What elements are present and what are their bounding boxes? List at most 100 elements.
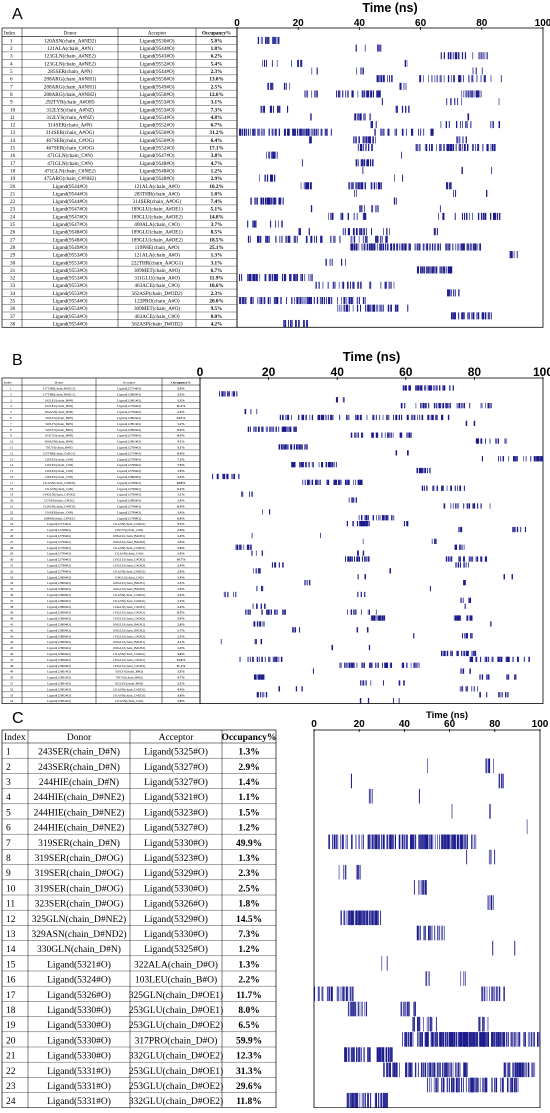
occupancy-mark [321,462,323,468]
table-cell-index: 21 [6,1052,16,1062]
occupancy-mark [348,414,350,421]
occupancy-mark [421,414,424,421]
table-cell-occupancy: 8.0% [238,1006,259,1016]
occupancy-mark [415,662,416,668]
occupancy-mark [392,414,394,421]
occupancy-mark [426,1016,428,1032]
occupancy-mark [378,1092,380,1108]
occupancy-mark [372,136,374,144]
occupancy-mark [465,121,467,129]
occupancy-mark [383,615,386,621]
occupancy-mark [355,497,357,503]
occupancy-row [260,105,410,113]
occupancy-mark [276,426,277,432]
table-cell-occupancy: 0.9% [177,451,184,455]
occupancy-mark [500,1032,502,1047]
occupancy-mark [444,385,446,391]
occupancy-mark [440,1032,442,1047]
occupancy-mark [538,456,540,462]
occupancy-mark [273,656,275,662]
occupancy-mark [276,274,278,282]
table-cell-donor: Ligand(12802#O) [47,693,71,697]
occupancy-mark [290,426,292,432]
occupancy-mark [423,75,424,83]
occupancy-mark [382,75,385,83]
occupancy-mark [251,532,253,539]
occupancy-mark [406,1032,408,1047]
table-cell-index: 15 [6,960,16,970]
occupancy-mark [483,212,485,220]
occupancy-mark [351,90,353,98]
table-cell-occupancy: 2.5% [238,884,259,894]
occupancy-mark [490,403,492,409]
occupancy-mark [274,36,276,44]
occupancy-mark [264,174,266,182]
occupancy-row [402,1032,541,1047]
table-cell-donor: Ligand(12799#O) [47,558,71,562]
occupancy-mark [376,90,377,98]
occupancy-mark [250,297,252,305]
occupancy-mark [447,1062,449,1078]
occupancy-mark [521,1062,523,1078]
table-cell-index: 48 [10,664,14,668]
occupancy-mark [238,473,240,480]
occupancy-mark [452,312,453,320]
occupancy-mark [313,297,315,305]
occupancy-mark [334,479,337,485]
table-cell-acceptor: 159GLU(chain_C#O) [115,575,144,579]
occupancy-mark [501,692,503,698]
occupancy-mark [457,650,459,657]
x-tick-label: 0 [197,365,204,379]
occupancy-mark [405,1001,406,1017]
occupancy-mark [447,1032,448,1047]
occupancy-mark [364,1047,365,1062]
occupancy-mark [433,1077,435,1093]
occupancy-mark [332,212,334,220]
occupancy-mark [346,479,347,485]
table-cell-acceptor: 131ASN(chain_C#OD1) [113,522,146,526]
occupancy-mark [463,834,465,850]
occupancy-mark [469,403,471,409]
occupancy-mark [363,521,366,527]
occupancy-mark [449,266,452,274]
occupancy-mark [286,297,287,305]
occupancy-mark [391,515,393,521]
occupancy-mark [304,319,305,327]
table-cell-index: 30 [10,558,14,562]
table-cell-acceptor: 332GLU(chain_D#OE2) [129,1096,223,1107]
occupancy-mark [443,52,445,60]
occupancy-mark [472,243,474,251]
occupancy-mark [351,834,353,850]
occupancy-mark [478,1016,479,1032]
occupancy-mark [352,281,353,289]
occupancy-mark [389,304,391,312]
occupancy-mark [405,385,407,391]
occupancy-mark [408,385,410,391]
table-cell-donor: 103CYS(chain_B#N) [45,434,74,438]
occupancy-mark [467,121,468,129]
occupancy-mark [479,243,481,251]
table-header-acceptor: Acceptor [123,380,136,384]
occupancy-mark [353,1092,355,1108]
occupancy-mark [450,1032,452,1047]
occupancy-mark [385,235,387,243]
occupancy-mark [353,497,355,503]
table-cell-acceptor: 222THR(chain_A#OG1) [131,259,183,266]
occupancy-row [400,403,492,409]
occupancy-mark [527,1062,529,1078]
occupancy-mark [507,1062,509,1078]
occupancy-mark [416,266,419,274]
occupancy-mark [311,462,313,468]
occupancy-mark [476,90,478,98]
occupancy-mark [459,556,461,562]
occupancy-mark [436,1077,437,1093]
occupancy-mark [432,128,434,136]
occupancy-mark [478,438,480,444]
occupancy-mark [348,90,350,98]
occupancy-mark [458,1077,460,1093]
occupancy-row [383,1062,536,1078]
occupancy-row [344,1047,393,1062]
occupancy-mark [507,692,509,698]
occupancy-mark [365,515,368,521]
